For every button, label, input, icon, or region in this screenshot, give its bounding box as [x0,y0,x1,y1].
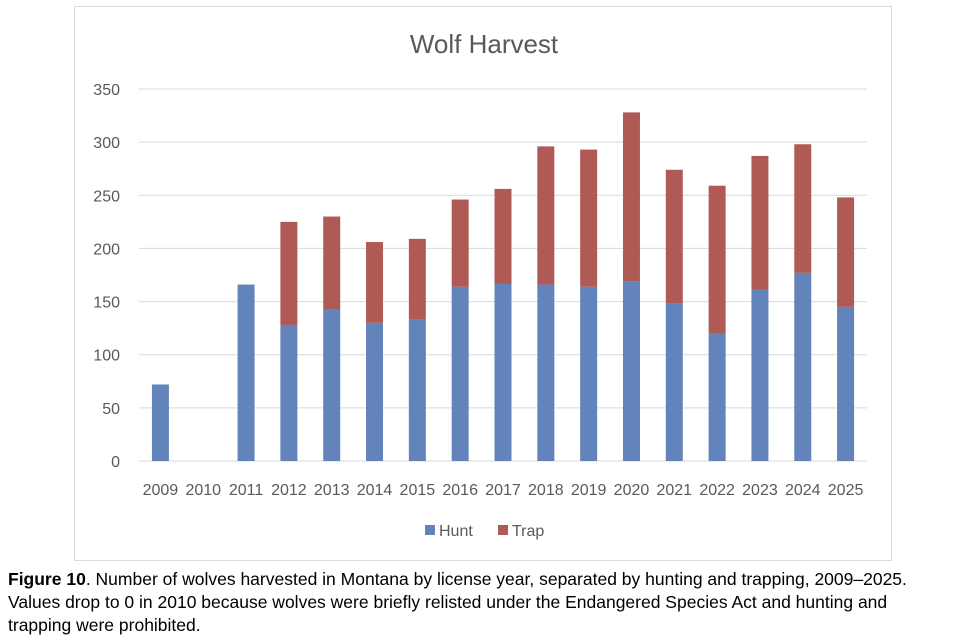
legend-label-trap: Trap [512,523,544,540]
bar-hunt-2012 [280,324,298,461]
x-tick-label: 2011 [229,482,264,499]
bar-hunt-2018 [537,284,555,461]
y-tick-label: 200 [93,241,120,258]
bar-trap-2019 [580,149,598,287]
x-tick-label: 2009 [143,482,179,499]
x-tick-label: 2024 [785,482,821,499]
x-tick-label: 2018 [528,482,564,499]
y-tick-label: 350 [93,82,120,99]
bar-trap-2021 [665,169,683,304]
bar-hunt-2025 [837,306,855,461]
x-tick-label: 2025 [828,482,864,499]
bar-hunt-2023 [751,289,769,461]
bar-trap-2018 [537,146,555,285]
x-tick-label: 2012 [271,482,307,499]
bar-trap-2015 [408,238,426,320]
x-tick-label: 2019 [571,482,607,499]
figure-caption: Figure 10. Number of wolves harvested in… [8,568,948,637]
legend-label-hunt: Hunt [439,523,473,540]
bar-trap-2023 [751,155,769,290]
bar-hunt-2022 [708,333,726,461]
chart-container: Wolf Harvest 0 50 100 150 200 250 300 350 2009 201… [74,6,892,561]
bar-trap-2025 [837,197,855,307]
x-tick-label: 2010 [185,482,221,499]
caption-label: Figure 10 [8,569,86,589]
x-tick-label: 2023 [742,482,778,499]
bar-hunt-2015 [408,319,426,461]
bar-hunt-2013 [323,309,341,461]
bar-hunt-2020 [622,281,640,461]
x-tick-label: 2020 [614,482,650,499]
x-tick-label: 2016 [442,482,478,499]
wolf-harvest-chart: Wolf Harvest 0 50 100 150 200 250 300 350 2009 201… [93,29,867,540]
bar-trap-2016 [451,199,469,287]
x-tick-label: 2017 [485,482,521,499]
legend-swatch-hunt [425,525,435,535]
legend-swatch-trap [498,525,508,535]
bar-trap-2014 [366,242,384,323]
bar-trap-2017 [494,188,512,284]
bar-hunt-2019 [580,286,598,461]
x-tick-label: 2022 [699,482,735,499]
bar-trap-2012 [280,221,298,325]
y-tick-label: 100 [93,348,120,365]
bar-hunt-2024 [794,272,812,461]
bar-trap-2020 [622,112,640,282]
y-tick-label: 150 [93,295,120,312]
bar-hunt-2009 [151,384,169,461]
bar-hunt-2017 [494,283,512,461]
bar-hunt-2021 [665,303,683,461]
caption-text: . Number of wolves harvested in Montana … [8,569,907,635]
bar-trap-2024 [794,144,812,273]
y-tick-label: 50 [102,401,120,418]
x-tick-label: 2014 [357,482,393,499]
bar-hunt-2011 [237,284,255,461]
y-tick-label: 300 [93,135,120,152]
x-tick-label: 2021 [656,482,692,499]
bar-trap-2013 [323,216,341,310]
bar-hunt-2016 [451,286,469,461]
y-tick-label: 0 [111,454,120,471]
x-tick-label: 2015 [400,482,436,499]
chart-title: Wolf Harvest [410,29,559,59]
bar-trap-2022 [708,185,726,334]
y-tick-label: 250 [93,188,120,205]
bar-hunt-2014 [366,322,384,461]
x-tick-label: 2013 [314,482,350,499]
